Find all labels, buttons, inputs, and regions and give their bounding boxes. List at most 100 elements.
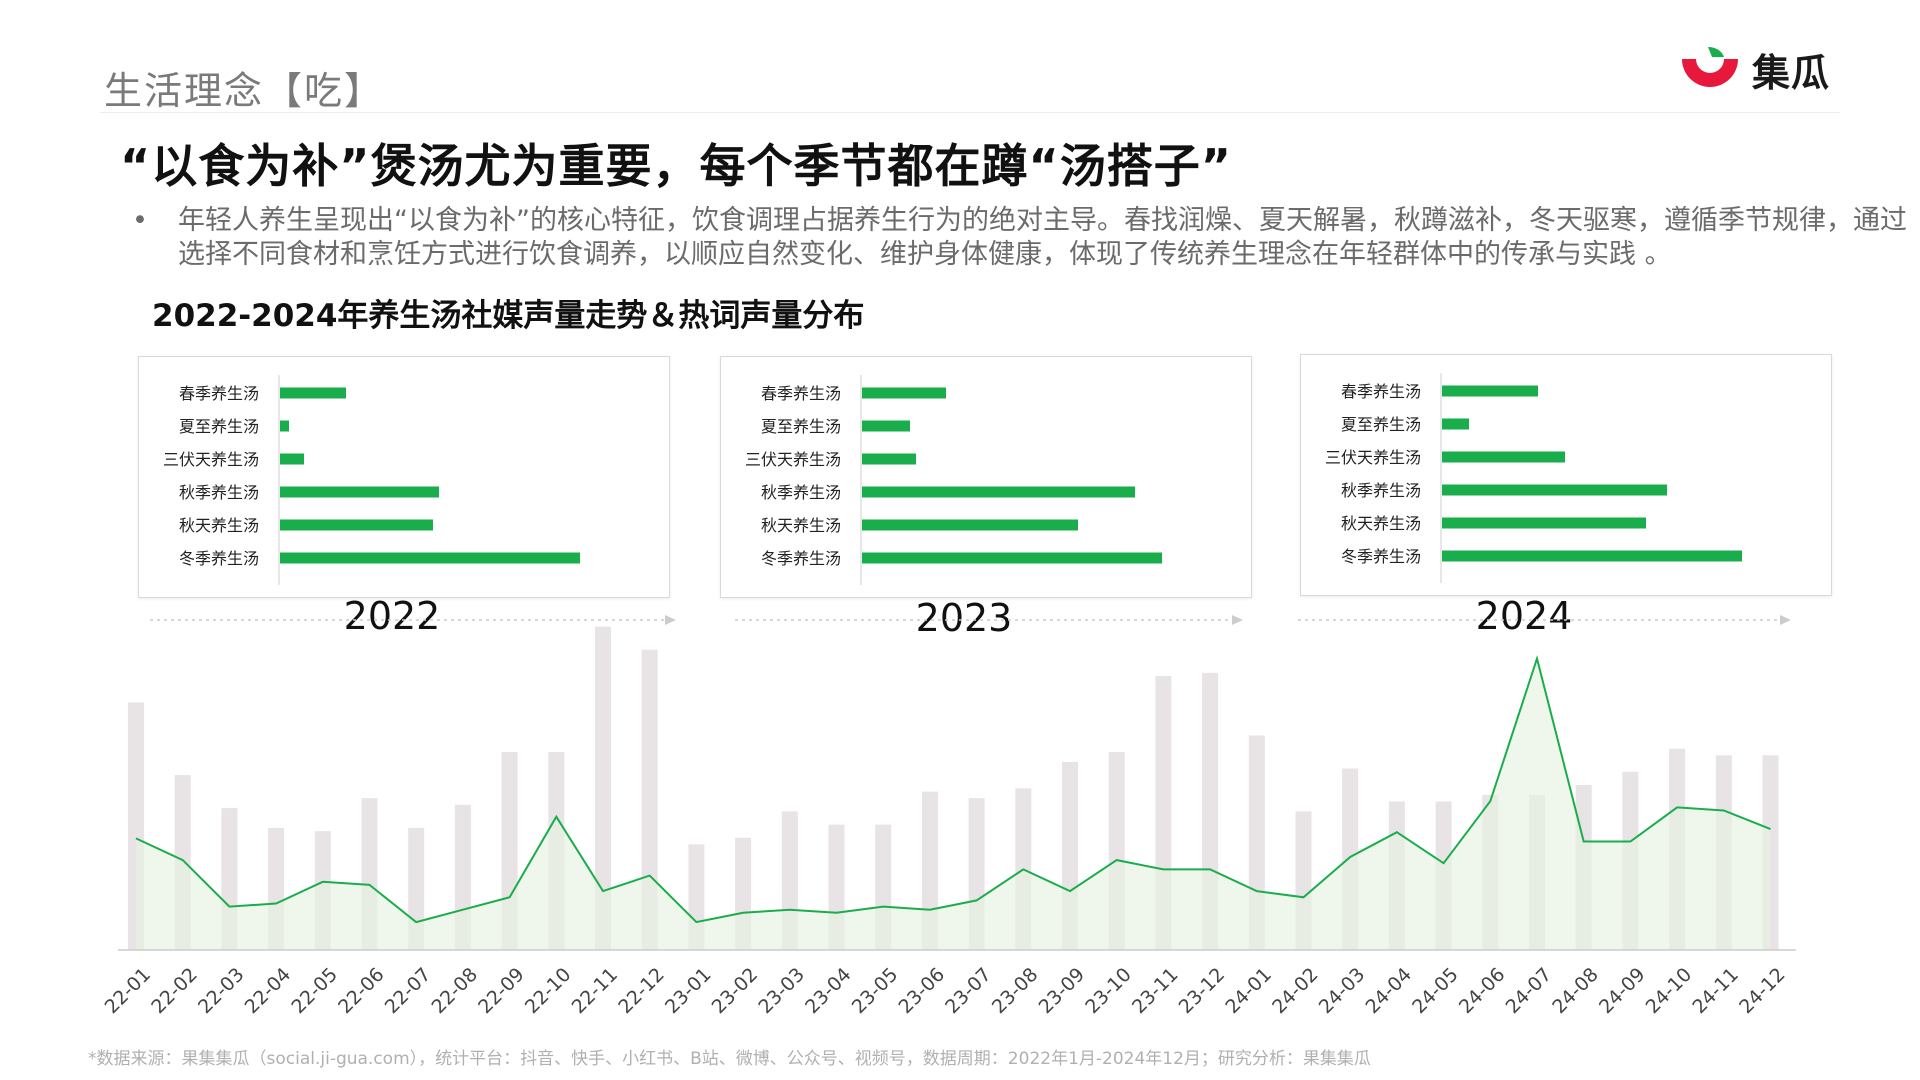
keyword-bar xyxy=(280,453,304,465)
timeline-arrow-icon xyxy=(665,615,676,625)
keyword-label: 春季养生汤 xyxy=(761,384,841,403)
keyword-panel-2023: 春季养生汤夏至养生汤三伏天养生汤秋季养生汤秋天养生汤冬季养生汤 xyxy=(720,356,1252,598)
x-tick-label: 23-07 xyxy=(941,964,996,1019)
x-tick-label: 24-02 xyxy=(1268,964,1323,1019)
x-tick-label: 23-12 xyxy=(1175,964,1230,1019)
keyword-bar xyxy=(1442,550,1742,562)
x-tick-label: 24-09 xyxy=(1595,964,1650,1019)
x-tick-label: 24-06 xyxy=(1455,964,1510,1019)
headline: “以食为补”煲汤尤为重要，每个季节都在蹲“汤搭子” xyxy=(120,139,1232,193)
keyword-bar xyxy=(1442,517,1646,529)
x-tick-label: 22-01 xyxy=(101,964,156,1019)
x-tick-label: 23-11 xyxy=(1128,964,1183,1019)
keyword-label: 春季养生汤 xyxy=(1341,382,1421,401)
footnote: *数据来源：果集集瓜（social.ji-gua.com），统计平台：抖音、快手… xyxy=(88,1049,1371,1069)
keyword-bar xyxy=(280,387,346,399)
trend-line xyxy=(135,655,1771,924)
timeline-arrow-icon xyxy=(1780,615,1791,625)
keyword-label: 冬季养生汤 xyxy=(1341,547,1421,566)
x-tick-label: 23-04 xyxy=(801,964,856,1019)
keyword-bar xyxy=(280,486,439,498)
keyword-bar xyxy=(862,420,910,432)
year-label-2023: 2023 xyxy=(915,596,1013,640)
x-tick-label: 24-12 xyxy=(1735,964,1790,1019)
x-tick-label: 22-04 xyxy=(241,964,296,1019)
keyword-label: 夏至养生汤 xyxy=(179,417,259,436)
chart-title: 2022-2024年养生汤社媒声量走势＆热词声量分布 xyxy=(152,298,865,334)
x-tick-label: 24-04 xyxy=(1361,964,1416,1019)
keyword-label: 秋天养生汤 xyxy=(1341,514,1421,533)
keyword-label: 夏至养生汤 xyxy=(761,417,841,436)
logo-mark-icon xyxy=(1682,46,1738,87)
x-tick-label: 23-06 xyxy=(894,964,949,1019)
keyword-panel-2022: 春季养生汤夏至养生汤三伏天养生汤秋季养生汤秋天养生汤冬季养生汤 xyxy=(138,356,670,598)
keyword-label: 秋季养生汤 xyxy=(1341,481,1421,500)
x-tick-label: 22-06 xyxy=(334,964,389,1019)
year-label-2022: 2022 xyxy=(343,594,441,638)
volume-bar xyxy=(595,626,611,950)
keyword-label: 秋天养生汤 xyxy=(179,516,259,535)
keyword-bar xyxy=(280,519,433,531)
x-tick-label: 24-10 xyxy=(1642,964,1697,1019)
keyword-label: 春季养生汤 xyxy=(179,384,259,403)
x-tick-label: 24-01 xyxy=(1221,964,1276,1019)
x-tick-label: 24-07 xyxy=(1502,964,1557,1019)
x-tick-label: 22-08 xyxy=(427,964,482,1019)
x-tick-label: 22-03 xyxy=(194,964,249,1019)
timeline-arrow-icon xyxy=(1232,615,1243,625)
trend-chart: 22-0122-0222-0322-0422-0522-0622-0722-08… xyxy=(101,615,1796,1019)
keyword-label: 秋季养生汤 xyxy=(179,483,259,502)
logo-text: 集瓜 xyxy=(1752,51,1831,95)
x-tick-label: 22-11 xyxy=(568,964,623,1019)
keyword-label: 三伏天养生汤 xyxy=(163,450,259,469)
x-tick-label: 23-08 xyxy=(988,964,1043,1019)
x-tick-label: 23-09 xyxy=(1035,964,1090,1019)
keyword-bar xyxy=(280,420,289,432)
keyword-label: 秋天养生汤 xyxy=(761,516,841,535)
keyword-panel-2024: 春季养生汤夏至养生汤三伏天养生汤秋季养生汤秋天养生汤冬季养生汤 xyxy=(1300,354,1832,596)
bullet-dot: • xyxy=(132,205,148,236)
x-tick-label: 24-08 xyxy=(1548,964,1603,1019)
year-label-2024: 2024 xyxy=(1475,594,1573,638)
bullet-paragraph: • 年轻人养生呈现出“以食为补”的核心特征，饮食调理占据养生行为的绝对主导。春找… xyxy=(126,204,1918,272)
x-tick-label: 22-05 xyxy=(287,964,342,1019)
x-tick-label: 23-01 xyxy=(661,964,716,1019)
bullet-text: 年轻人养生呈现出“以食为补”的核心特征，饮食调理占据养生行为的绝对主导。春找润燥… xyxy=(178,205,1907,270)
x-tick-label: 23-03 xyxy=(754,964,809,1019)
header-divider xyxy=(100,112,1840,113)
x-tick-label: 23-05 xyxy=(848,964,903,1019)
keyword-bar xyxy=(862,486,1135,498)
x-tick-label: 23-02 xyxy=(708,964,763,1019)
volume-bar xyxy=(641,649,658,950)
x-tick-label: 22-07 xyxy=(381,964,436,1019)
keyword-label: 冬季养生汤 xyxy=(179,549,259,568)
brand-logo: 集瓜 xyxy=(1678,42,1830,97)
keyword-bar xyxy=(862,387,946,399)
x-tick-label: 22-12 xyxy=(614,964,669,1019)
keyword-bar xyxy=(862,552,1162,564)
x-tick-label: 22-02 xyxy=(147,964,202,1019)
keyword-bar xyxy=(862,519,1078,531)
keyword-label: 三伏天养生汤 xyxy=(1325,448,1421,467)
x-tick-label: 24-05 xyxy=(1408,964,1463,1019)
x-tick-label: 24-11 xyxy=(1688,964,1743,1019)
x-tick-label: 22-09 xyxy=(474,964,529,1019)
keyword-label: 三伏天养生汤 xyxy=(745,450,841,469)
keyword-label: 秋季养生汤 xyxy=(761,483,841,502)
trend-area xyxy=(136,658,1771,950)
keyword-bar xyxy=(1442,484,1667,496)
x-tick-label: 23-10 xyxy=(1081,964,1136,1019)
section-title: 生活理念【吃】 xyxy=(104,69,385,113)
x-tick-label: 22-10 xyxy=(521,964,576,1019)
keyword-label: 冬季养生汤 xyxy=(761,549,841,568)
keyword-bar xyxy=(1442,418,1469,430)
keyword-bar xyxy=(280,552,580,564)
keyword-bar xyxy=(1442,385,1538,397)
x-tick-label: 24-03 xyxy=(1315,964,1370,1019)
keyword-label: 夏至养生汤 xyxy=(1341,415,1421,434)
keyword-bar xyxy=(1442,451,1565,463)
keyword-bar xyxy=(862,453,916,465)
